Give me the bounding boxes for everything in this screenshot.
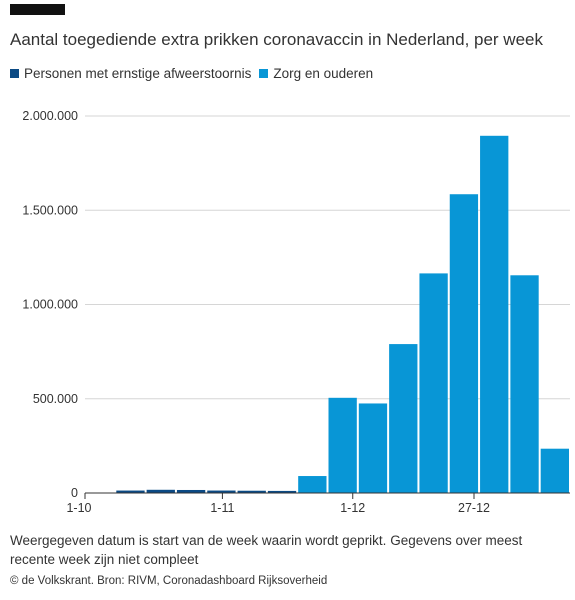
legend-swatch-afweerstoornis (10, 69, 19, 78)
legend-label-zorg-ouderen: Zorg en ouderen (273, 66, 374, 81)
bar-afweerstoornis (146, 489, 175, 493)
y-tick-label: 0 (71, 486, 78, 500)
bar-afweerstoornis (237, 490, 266, 493)
legend: Personen met ernstige afweerstoornis Zor… (10, 66, 373, 81)
legend-swatch-zorg-ouderen (259, 69, 269, 78)
legend-label-afweerstoornis: Personen met ernstige afweerstoornis (24, 66, 252, 81)
bar-zorg-ouderen (480, 135, 509, 494)
y-tick-label: 1.000.000 (22, 298, 78, 312)
legend-item-zorg-ouderen: Zorg en ouderen (259, 66, 373, 81)
y-tick-label: 500.000 (33, 392, 78, 406)
y-tick-label: 2.000.000 (22, 109, 78, 123)
bar-zorg-ouderen (328, 397, 357, 493)
bar-afweerstoornis (267, 490, 297, 493)
x-tick-label: 27-12 (458, 501, 490, 515)
chart-title: Aantal toegediende extra prikken coronav… (10, 30, 543, 49)
bar-zorg-ouderen (298, 476, 327, 493)
bar-zorg-ouderen (449, 194, 479, 493)
bar-zorg-ouderen (389, 344, 418, 493)
x-tick-label: 1-11 (210, 501, 234, 515)
brand-bar (10, 4, 65, 15)
chart-source: © de Volkskrant. Bron: RIVM, Coronadashb… (10, 575, 328, 587)
x-tick-label: 1-10 (66, 501, 91, 515)
y-tick-label: 1.500.000 (22, 203, 78, 217)
bar-afweerstoornis (116, 490, 145, 493)
legend-item-afweerstoornis: Personen met ernstige afweerstoornis (10, 66, 251, 81)
bar-zorg-ouderen (419, 273, 448, 493)
bar-zorg-ouderen (540, 448, 569, 493)
x-tick-label: 1-12 (340, 501, 365, 515)
bar-zorg-ouderen (358, 403, 388, 493)
bar-chart: 0 500.000 1.000.000 1.500.000 2.000.000 1-10 1… (22, 109, 570, 515)
chart-note: Weergegeven datum is start van de week w… (10, 533, 523, 567)
bar-afweerstoornis (207, 490, 236, 493)
bar-zorg-ouderen (510, 275, 539, 493)
bar-afweerstoornis (176, 489, 206, 493)
